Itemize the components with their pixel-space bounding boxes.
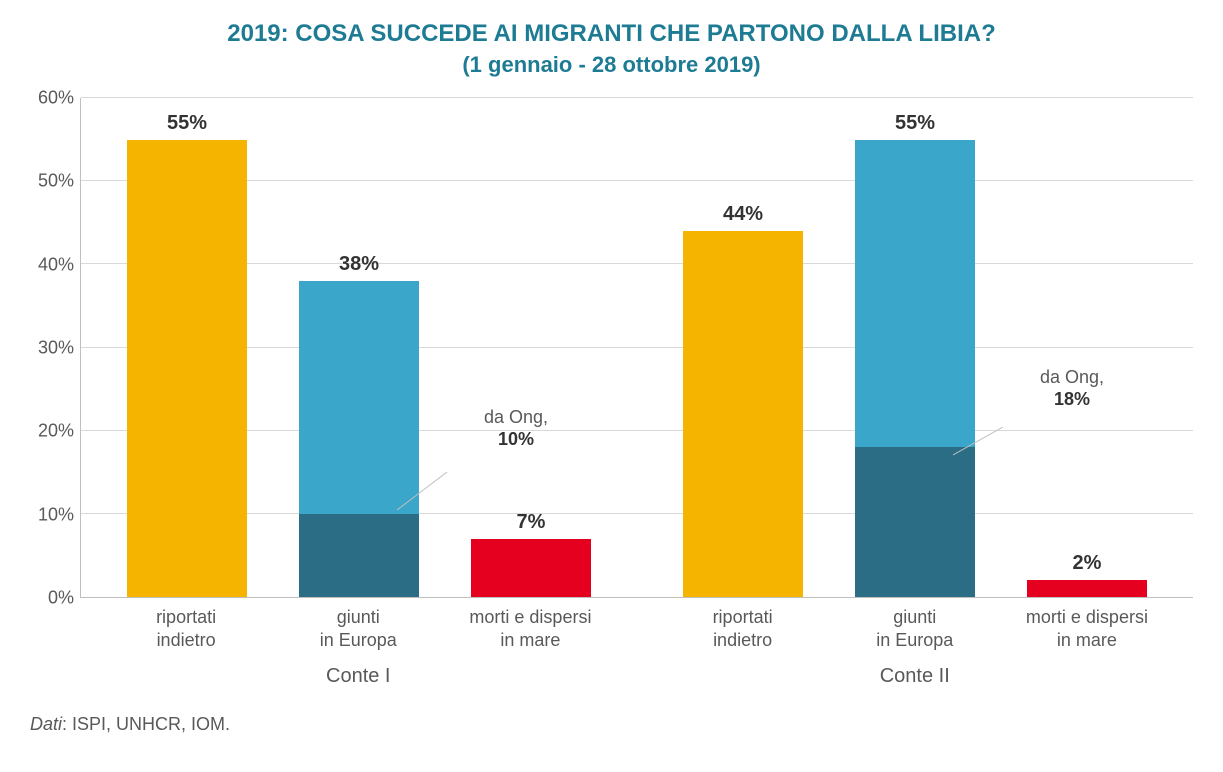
bar-morti: 7% <box>471 539 591 597</box>
y-axis: 0% 10% 20% 30% 40% 50% 60% <box>30 98 80 598</box>
source-note: Dati: ISPI, UNHCR, IOM. <box>30 714 1193 735</box>
bar-morti: 2% <box>1027 580 1147 597</box>
bar-riportati: 55% <box>127 140 247 597</box>
chart-subtitle: (1 gennaio - 28 ottobre 2019) <box>30 52 1193 78</box>
x-category-label: riportatiindietro <box>657 598 829 651</box>
x-category-label: giuntiin Europa <box>272 598 444 651</box>
group-conte-2: 44% 55% da Ong, 18% <box>637 98 1193 597</box>
bar-value-label: 55% <box>895 112 935 135</box>
y-tick: 0% <box>48 588 74 609</box>
bar-value-label: 38% <box>339 253 379 276</box>
y-tick: 30% <box>38 338 74 359</box>
x-axis-category-labels: riportatiindietro giuntiin Europa morti … <box>80 598 1193 651</box>
bar-value-label: 44% <box>723 203 763 226</box>
bar-value-label: 7% <box>517 511 546 534</box>
bar-riportati: 44% <box>683 231 803 597</box>
y-tick: 60% <box>38 88 74 109</box>
y-tick: 40% <box>38 254 74 275</box>
x-category-label: morti e dispersiin mare <box>444 598 616 651</box>
chart-title: 2019: COSA SUCCEDE AI MIGRANTI CHE PARTO… <box>30 20 1193 48</box>
y-tick: 10% <box>38 504 74 525</box>
source-text: : ISPI, UNHCR, IOM. <box>62 714 230 734</box>
bar-segment-other <box>855 140 975 448</box>
bar-giunti: 38% <box>299 281 419 597</box>
bar-segment-other <box>299 281 419 514</box>
bar-giunti: 55% <box>855 140 975 597</box>
bar-value-label: 55% <box>167 112 207 135</box>
group-conte-1: 55% 38% da Ong, 10% <box>81 98 637 597</box>
bar-value-label: 2% <box>1073 552 1102 575</box>
source-prefix: Dati <box>30 714 62 734</box>
bar-segment-ong <box>299 514 419 597</box>
x-category-label: morti e dispersiin mare <box>1001 598 1173 651</box>
y-tick: 20% <box>38 421 74 442</box>
x-group-label: Conte I <box>80 665 637 688</box>
x-category-label: riportatiindietro <box>100 598 272 651</box>
x-category-label: giuntiin Europa <box>829 598 1001 651</box>
plot-area: 55% 38% da Ong, 10% <box>80 98 1193 598</box>
bar-segment-ong <box>855 447 975 597</box>
y-tick: 50% <box>38 171 74 192</box>
x-group-label: Conte II <box>637 665 1194 688</box>
x-axis-group-labels: Conte I Conte II <box>80 665 1193 688</box>
chart-area: 0% 10% 20% 30% 40% 50% 60% 55% 38% <box>30 98 1193 598</box>
